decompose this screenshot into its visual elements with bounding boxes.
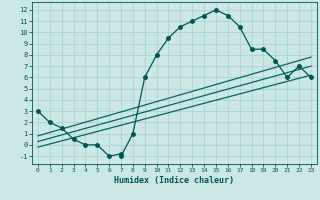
X-axis label: Humidex (Indice chaleur): Humidex (Indice chaleur) bbox=[115, 176, 234, 185]
